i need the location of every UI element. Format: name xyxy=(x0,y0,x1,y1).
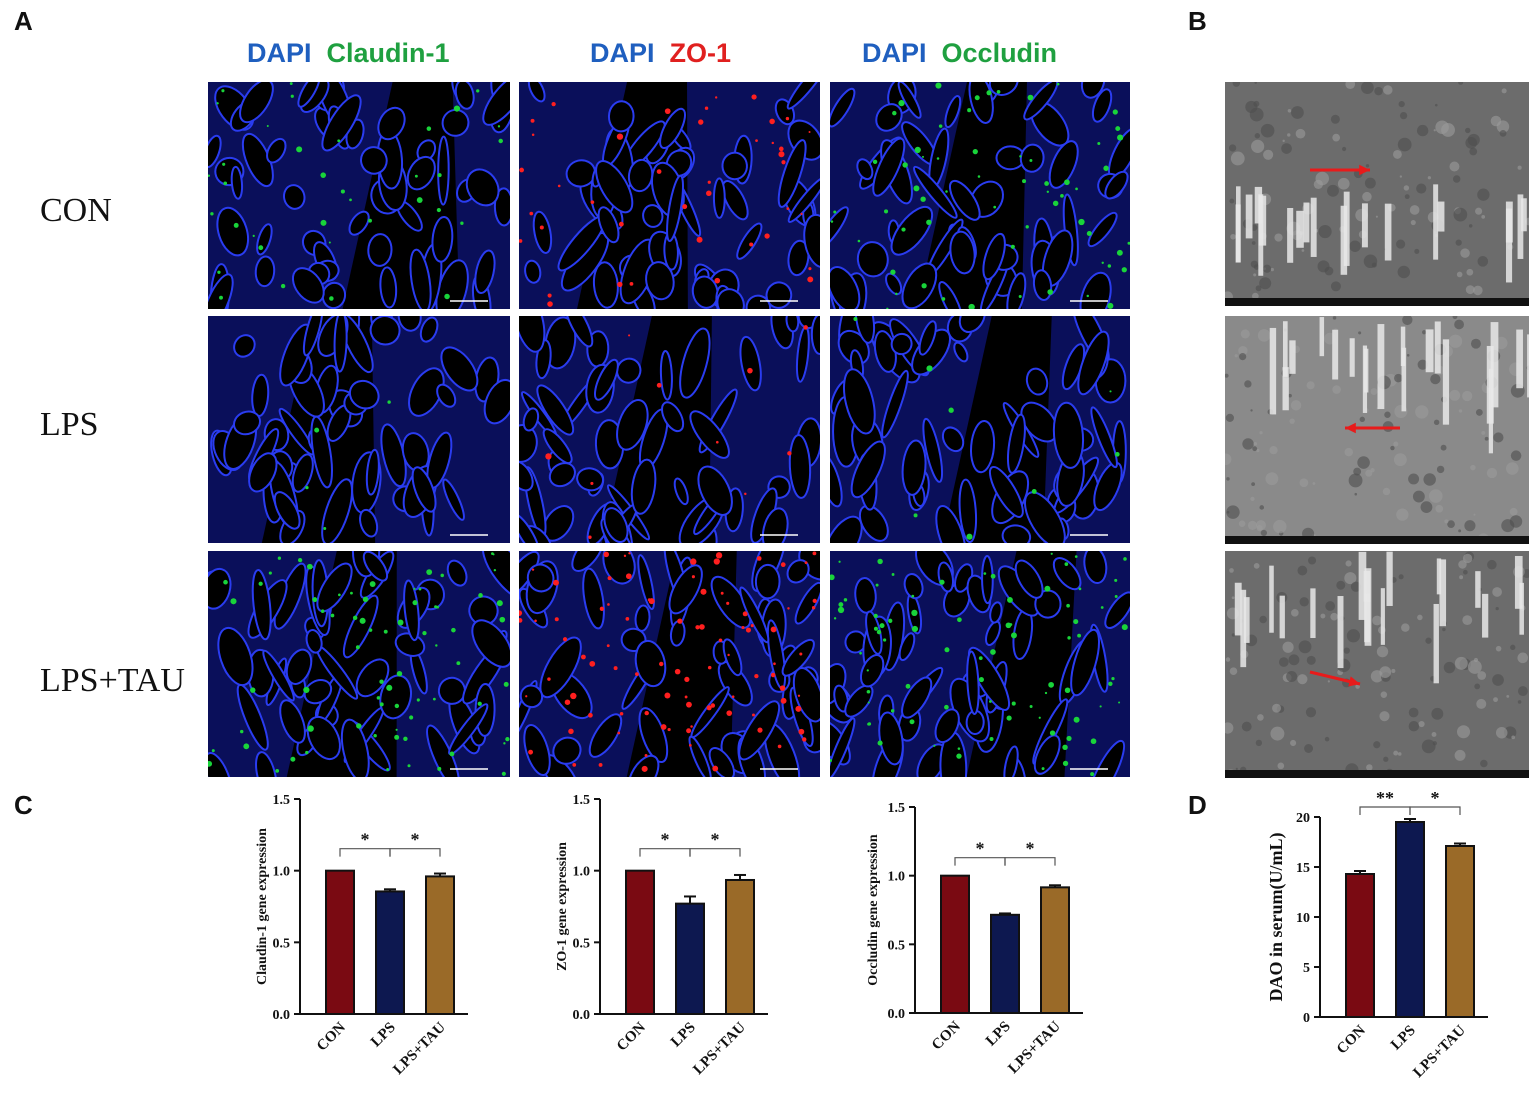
significance-label: ** xyxy=(1376,788,1394,808)
bar-lps-tau xyxy=(1445,845,1475,1018)
x-tick-label: LPS+TAU xyxy=(1410,1022,1469,1081)
tem-micrograph xyxy=(1225,82,1529,306)
bar-con xyxy=(940,874,970,1014)
zo1-chart: 0.0 0.5 1.0 1.5 ZO-1 gene expression CON LPS LP… xyxy=(540,785,768,1100)
tem-micrograph xyxy=(1225,551,1529,778)
x-tick-label: LPS xyxy=(668,1020,699,1051)
bar-lps-tau xyxy=(1040,886,1070,1014)
y-tick-label: 0.5 xyxy=(573,936,591,951)
micrograph xyxy=(830,82,1130,309)
y-tick-label: 5 xyxy=(1303,961,1310,976)
micrograph xyxy=(208,551,510,777)
panel-label-a: A xyxy=(14,6,33,36)
significance-label: * xyxy=(411,830,420,850)
y-axis-label: DAO in serum(U/mL) xyxy=(1266,833,1287,1002)
micrograph xyxy=(830,551,1130,777)
row-label-lps: LPS xyxy=(40,406,99,443)
bar-lps xyxy=(1395,821,1425,1018)
red-arrow-icon xyxy=(1309,670,1361,687)
dapi-label: DAPI xyxy=(590,38,655,68)
micrograph xyxy=(208,82,510,309)
y-tick-label: 0 xyxy=(1303,1011,1310,1026)
bar-con xyxy=(325,869,355,1015)
y-tick-label: 1.0 xyxy=(573,865,591,880)
stain-header-claudin: DAPI Claudin-1 xyxy=(247,38,450,69)
dapi-label: DAPI xyxy=(862,38,927,68)
x-tick-label: CON xyxy=(314,1019,349,1054)
dapi-label: DAPI xyxy=(247,38,312,68)
panel-label-c: C xyxy=(14,790,33,820)
significance-bracket: * xyxy=(1004,839,1056,866)
dao-chart: 0 5 10 15 20 DAO in serum(U/mL) CON LPS LPS+TAU *… xyxy=(1260,788,1488,1100)
significance-label: * xyxy=(711,830,720,850)
bar-con xyxy=(625,869,655,1015)
marker-label: Occludin xyxy=(941,38,1058,68)
y-tick-label: 0.0 xyxy=(273,1008,291,1023)
bar-lps-tau xyxy=(425,875,455,1016)
micrograph xyxy=(208,316,510,543)
claudin-chart: 0.0 0.5 1.0 1.5 Claudin-1 gene expression CON… xyxy=(240,785,468,1100)
bar-lps xyxy=(990,913,1020,1014)
x-tick-label: CON xyxy=(929,1018,964,1053)
micrograph xyxy=(519,316,820,543)
significance-bracket: * xyxy=(689,830,741,857)
y-tick-label: 0.0 xyxy=(573,1008,591,1023)
x-tick-label: LPS xyxy=(368,1020,399,1051)
marker-label: ZO-1 xyxy=(669,38,732,68)
y-tick-label: 20 xyxy=(1296,811,1310,826)
y-tick-label: 1.5 xyxy=(273,793,291,808)
y-tick-label: 1.5 xyxy=(888,801,906,816)
y-tick-label: 15 xyxy=(1296,861,1310,876)
significance-label: * xyxy=(361,830,370,850)
x-tick-label: LPS+TAU xyxy=(390,1019,449,1078)
y-tick-label: 1.0 xyxy=(273,865,291,880)
tem-micrograph xyxy=(1225,316,1529,544)
micrograph xyxy=(519,551,820,777)
occludin-chart: 0.0 0.5 1.0 1.5 Occludin gene expression CON L… xyxy=(855,795,1083,1100)
significance-bracket: * xyxy=(339,830,391,857)
panel-label-d: D xyxy=(1188,790,1207,820)
red-arrow-icon xyxy=(1345,422,1400,434)
bar-lps xyxy=(675,902,705,1015)
significance-label: * xyxy=(1026,839,1035,859)
x-tick-label: CON xyxy=(1334,1022,1369,1057)
significance-label: * xyxy=(661,830,670,850)
significance-bracket: * xyxy=(1409,788,1461,815)
y-tick-label: 0.5 xyxy=(888,938,906,953)
y-tick-label: 10 xyxy=(1296,911,1310,926)
significance-bracket: * xyxy=(639,830,691,857)
panel-label-b: B xyxy=(1188,6,1207,36)
bar-lps-tau xyxy=(725,878,755,1015)
x-tick-label: LPS+TAU xyxy=(690,1019,749,1078)
stain-header-zo1: DAPI ZO-1 xyxy=(590,38,731,69)
significance-label: * xyxy=(1431,788,1440,808)
x-tick-label: CON xyxy=(614,1019,649,1054)
bar-lps xyxy=(375,890,405,1015)
significance-bracket: ** xyxy=(1359,788,1411,815)
significance-label: * xyxy=(976,839,985,859)
y-tick-label: 1.5 xyxy=(573,793,591,808)
stain-header-occludin: DAPI Occludin xyxy=(862,38,1057,69)
bar-con xyxy=(1345,873,1375,1018)
significance-bracket: * xyxy=(389,830,441,857)
y-tick-label: 1.0 xyxy=(888,870,906,885)
y-axis-label: ZO-1 gene expression xyxy=(555,842,570,971)
row-label-lps-tau: LPS+TAU xyxy=(40,662,185,699)
y-tick-label: 0.0 xyxy=(888,1007,906,1022)
x-tick-label: LPS xyxy=(1388,1023,1419,1054)
y-axis-label: Claudin-1 gene expression xyxy=(255,828,270,985)
red-arrow-icon xyxy=(1310,164,1370,176)
x-tick-label: LPS xyxy=(983,1019,1014,1050)
y-tick-label: 0.5 xyxy=(273,936,291,951)
row-label-con: CON xyxy=(40,192,112,229)
y-axis-label: Occludin gene expression xyxy=(866,834,881,986)
micrograph xyxy=(519,82,820,309)
micrograph xyxy=(830,316,1130,543)
x-tick-label: LPS+TAU xyxy=(1005,1018,1064,1077)
significance-bracket: * xyxy=(954,839,1006,866)
marker-label: Claudin-1 xyxy=(326,38,450,68)
